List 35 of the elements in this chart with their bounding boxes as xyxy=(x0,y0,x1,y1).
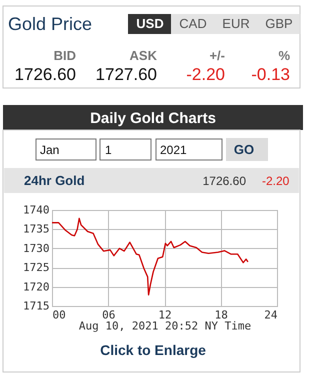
x-tick-label: 06 xyxy=(102,308,116,322)
text: % xyxy=(278,48,290,63)
text: CAD xyxy=(179,16,207,31)
text: +/- xyxy=(209,48,225,63)
text: 1726.60 xyxy=(202,174,246,188)
text: USD xyxy=(136,16,164,31)
y-tick-label: 1725 xyxy=(23,261,50,274)
y-tick-label: 1740 xyxy=(23,204,50,216)
x-tick-label: 12 xyxy=(158,308,172,322)
text: Gold Price xyxy=(8,14,92,34)
x-tick-label: 18 xyxy=(214,308,228,322)
text: Click to Enlarge xyxy=(100,342,206,358)
text: Daily Gold Charts xyxy=(90,110,216,127)
x-axis-title: Aug 10, 2021 20:52 NY Time xyxy=(78,320,252,332)
text: -2.20 xyxy=(262,174,290,188)
text: GBP xyxy=(265,16,293,31)
x-tick-label: 24 xyxy=(264,308,278,322)
text: 1727.60 xyxy=(96,65,157,84)
line-series xyxy=(51,218,249,296)
text: -0.13 xyxy=(251,65,290,84)
text: EUR xyxy=(222,16,250,31)
text: Jan xyxy=(40,143,60,157)
text: ASK xyxy=(130,48,158,63)
x-tick-label: 00 xyxy=(52,308,66,322)
text: 1726.60 xyxy=(14,65,76,84)
y-tick-label: 1735 xyxy=(23,222,50,236)
text: 1 xyxy=(105,143,112,157)
y-tick-label: 1720 xyxy=(23,280,50,294)
text: 2021 xyxy=(160,143,188,157)
text: BID xyxy=(54,48,76,63)
text: GO xyxy=(234,142,254,157)
y-tick-label: 1715 xyxy=(23,300,50,312)
chart-title: 24hr Gold xyxy=(24,173,85,188)
text: -2.20 xyxy=(186,65,225,84)
y-tick-label: 1730 xyxy=(23,242,50,255)
